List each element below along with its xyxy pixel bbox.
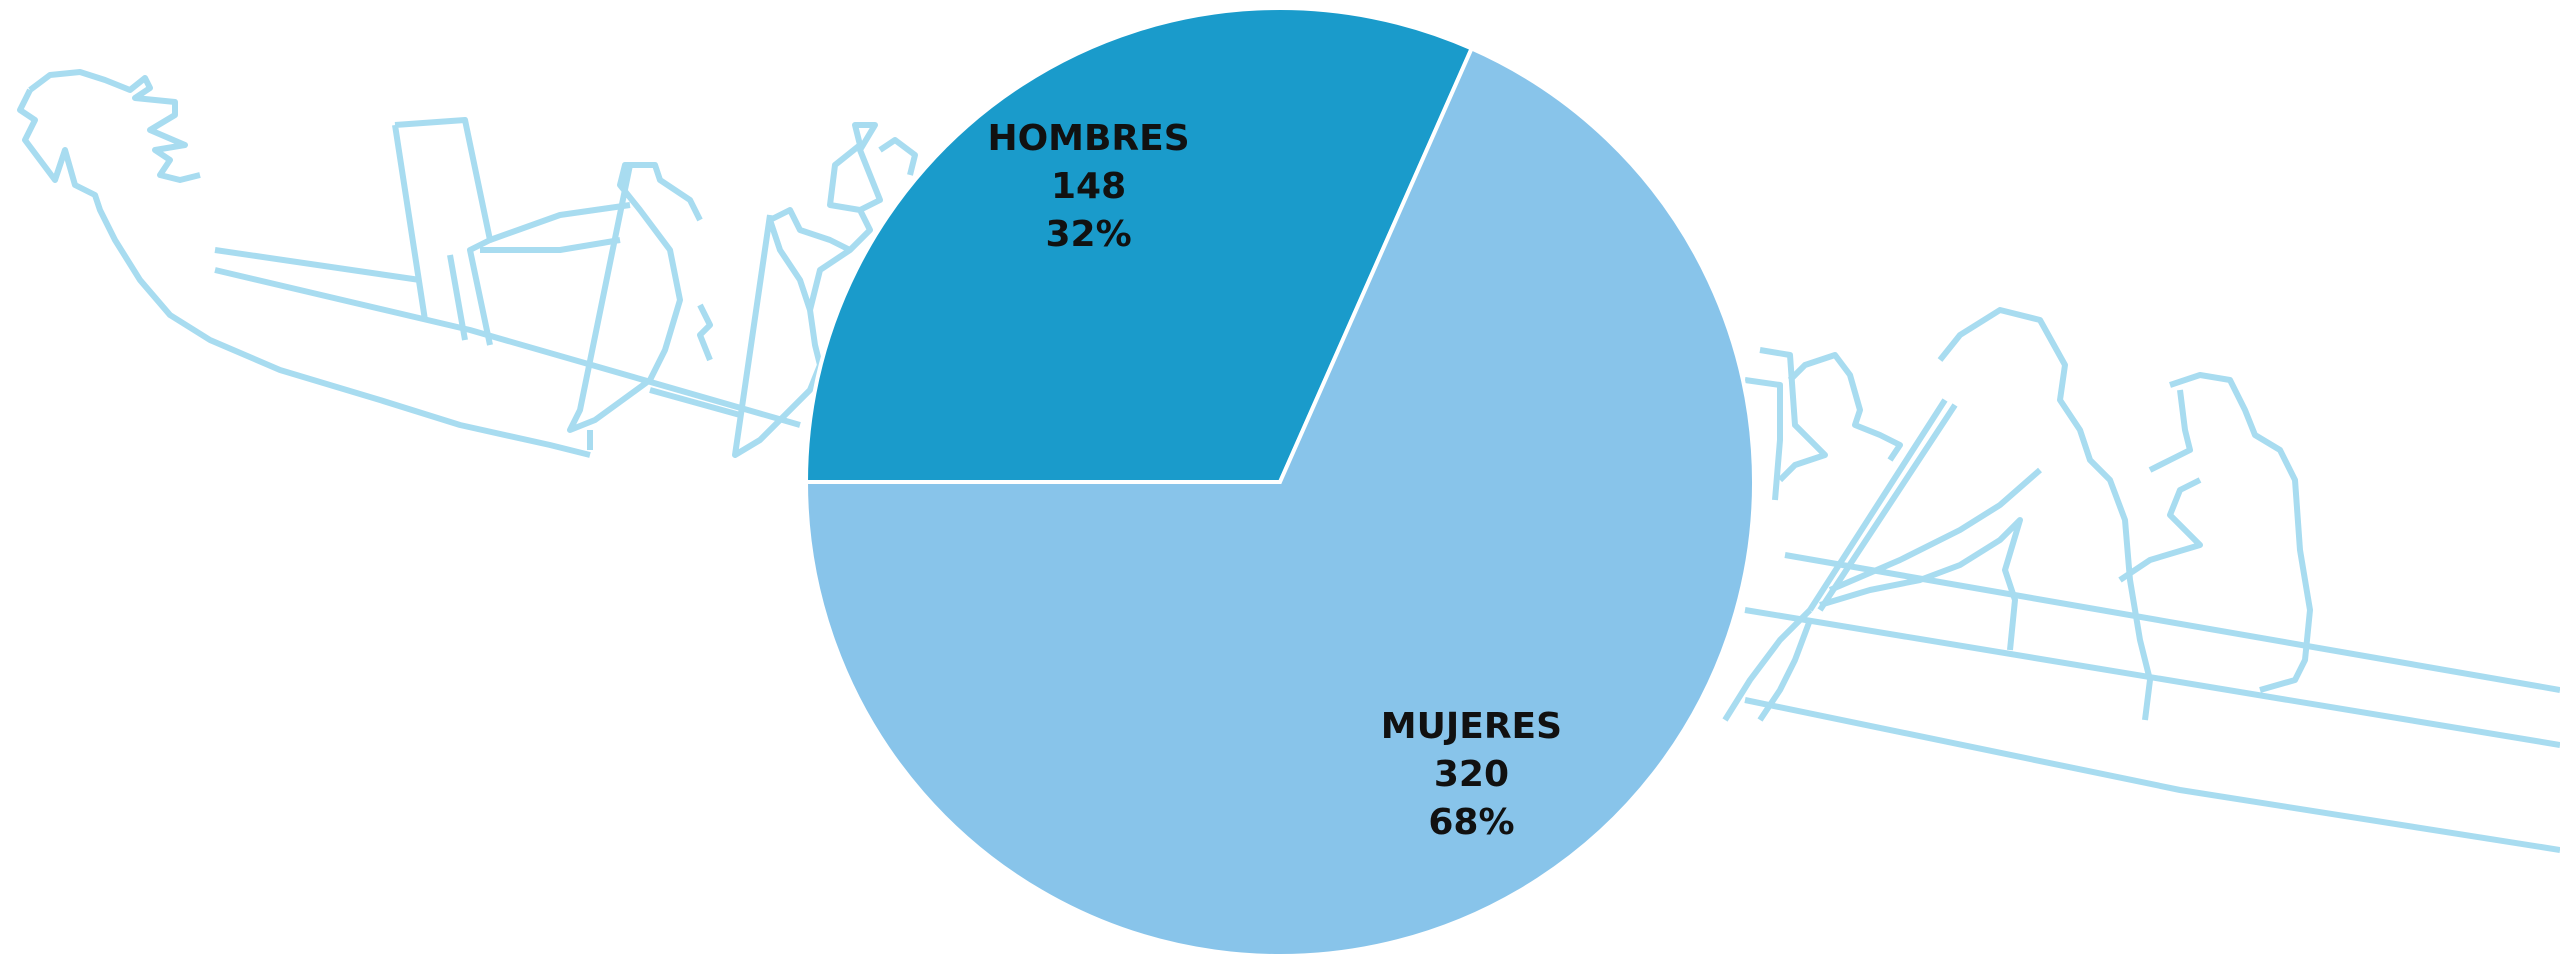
background-illustration xyxy=(17,69,2560,853)
slice-percent-label: 32% xyxy=(1045,214,1131,255)
slice-percent-label: 68% xyxy=(1428,802,1514,843)
slice-value-label: 148 xyxy=(1051,166,1126,207)
slice-category-label: HOMBRES xyxy=(987,118,1189,159)
pie-slice xyxy=(803,6,1475,484)
slice-category-label: MUJERES xyxy=(1381,706,1562,747)
slice-value-label: 320 xyxy=(1434,754,1509,795)
pie-slice xyxy=(803,45,1756,958)
pie: HOMBRES 148 32% MUJERES 320 68% xyxy=(803,6,1756,958)
